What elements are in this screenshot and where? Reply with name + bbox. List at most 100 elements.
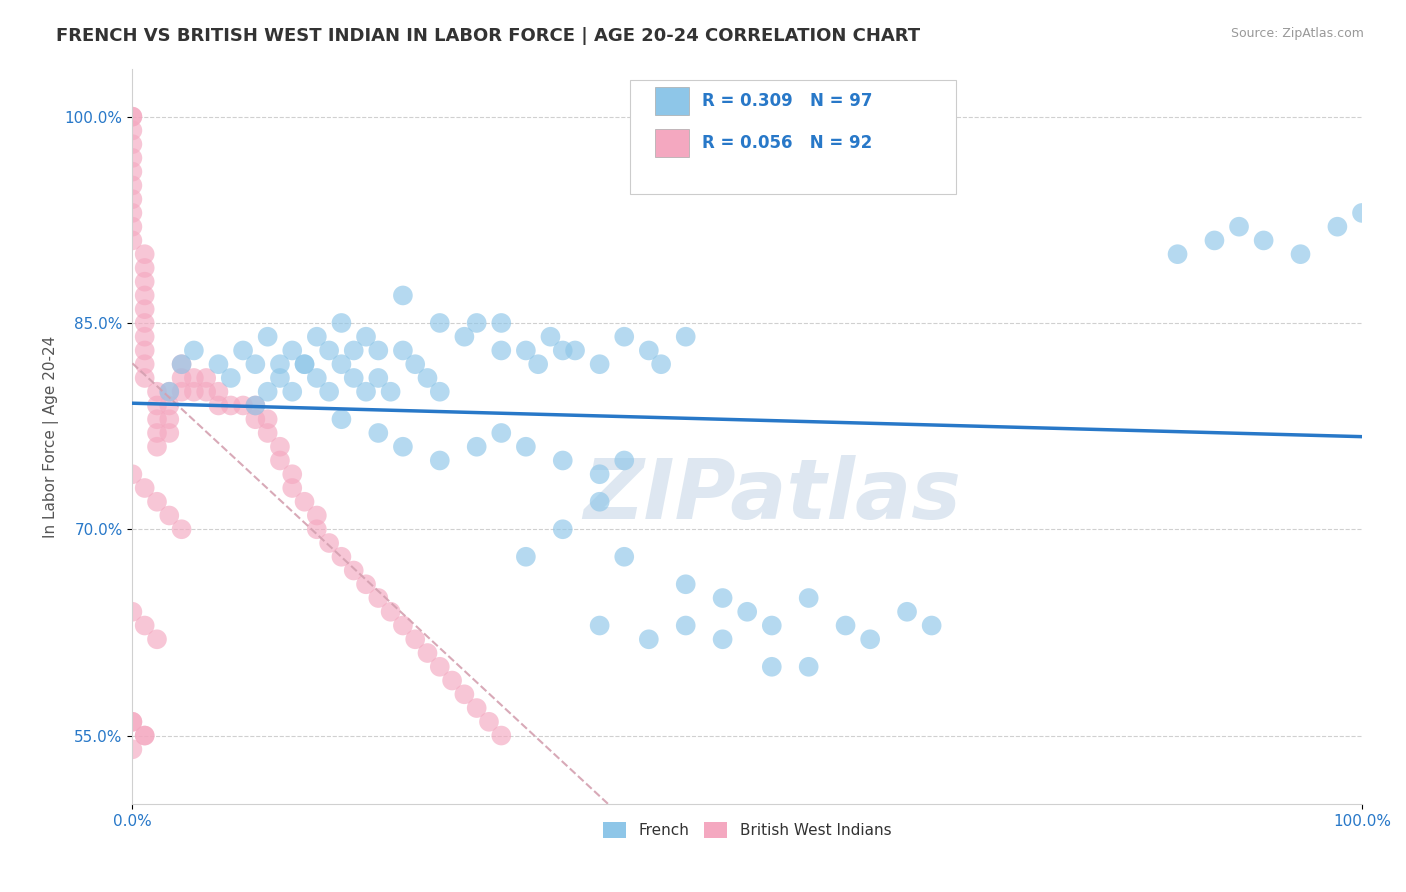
Point	[281, 481, 304, 495]
Point	[465, 440, 488, 454]
Point	[294, 357, 316, 371]
Point	[134, 729, 156, 743]
Point	[121, 164, 143, 178]
Point	[232, 399, 254, 413]
Point	[121, 137, 143, 152]
Point	[551, 343, 574, 358]
Point	[515, 343, 537, 358]
Point	[146, 440, 169, 454]
Point	[134, 275, 156, 289]
Bar	[655, 128, 689, 157]
Point	[711, 632, 734, 647]
Bar	[655, 87, 689, 115]
FancyBboxPatch shape	[630, 79, 956, 194]
Point	[134, 729, 156, 743]
Point	[429, 660, 451, 674]
Point	[613, 453, 636, 467]
Point	[318, 536, 340, 550]
Point	[121, 742, 143, 756]
Point	[207, 399, 229, 413]
Point	[491, 425, 513, 440]
Point	[219, 371, 242, 385]
Point	[121, 219, 143, 234]
Point	[121, 110, 143, 124]
Point	[269, 357, 291, 371]
Point	[157, 412, 180, 426]
Point	[134, 302, 156, 317]
Point	[157, 384, 180, 399]
Point	[121, 192, 143, 206]
Point	[134, 316, 156, 330]
Point	[121, 206, 143, 220]
Point	[281, 384, 304, 399]
Point	[146, 494, 169, 508]
Point	[637, 343, 659, 358]
Point	[170, 522, 193, 536]
Point	[761, 660, 783, 674]
Point	[613, 329, 636, 343]
Point	[256, 412, 278, 426]
Point	[465, 701, 488, 715]
Point	[761, 618, 783, 632]
Point	[157, 384, 180, 399]
Point	[134, 618, 156, 632]
Point	[281, 343, 304, 358]
Point	[404, 632, 426, 647]
Point	[146, 384, 169, 399]
Point	[146, 425, 169, 440]
Text: R = 0.309   N = 97: R = 0.309 N = 97	[702, 92, 872, 110]
Point	[134, 329, 156, 343]
Point	[170, 384, 193, 399]
Point	[330, 549, 353, 564]
Point	[269, 371, 291, 385]
Point	[392, 288, 415, 302]
Point	[146, 399, 169, 413]
Point	[1351, 206, 1374, 220]
Point	[392, 440, 415, 454]
Point	[896, 605, 918, 619]
Point	[515, 549, 537, 564]
Point	[157, 399, 180, 413]
Point	[269, 440, 291, 454]
Point	[245, 399, 267, 413]
Point	[305, 508, 328, 523]
Point	[551, 522, 574, 536]
Point	[650, 357, 672, 371]
Text: FRENCH VS BRITISH WEST INDIAN IN LABOR FORCE | AGE 20-24 CORRELATION CHART: FRENCH VS BRITISH WEST INDIAN IN LABOR F…	[56, 27, 921, 45]
Point	[343, 564, 366, 578]
Point	[367, 591, 389, 605]
Point	[305, 371, 328, 385]
Point	[354, 384, 377, 399]
Point	[540, 329, 562, 343]
Point	[441, 673, 464, 688]
Point	[478, 714, 501, 729]
Point	[551, 453, 574, 467]
Point	[416, 646, 439, 660]
Point	[392, 618, 415, 632]
Point	[170, 371, 193, 385]
Point	[1227, 219, 1250, 234]
Point	[330, 357, 353, 371]
Point	[134, 260, 156, 275]
Point	[207, 384, 229, 399]
Point	[134, 343, 156, 358]
Point	[1167, 247, 1189, 261]
Point	[515, 440, 537, 454]
Point	[859, 632, 882, 647]
Point	[453, 329, 475, 343]
Point	[121, 234, 143, 248]
Point	[183, 343, 205, 358]
Point	[170, 357, 193, 371]
Point	[491, 343, 513, 358]
Point	[232, 343, 254, 358]
Point	[134, 288, 156, 302]
Point	[330, 316, 353, 330]
Point	[465, 316, 488, 330]
Point	[367, 371, 389, 385]
Text: ZIPatlas: ZIPatlas	[583, 455, 960, 536]
Point	[675, 577, 697, 591]
Point	[834, 618, 856, 632]
Point	[318, 384, 340, 399]
Point	[343, 371, 366, 385]
Point	[921, 618, 943, 632]
